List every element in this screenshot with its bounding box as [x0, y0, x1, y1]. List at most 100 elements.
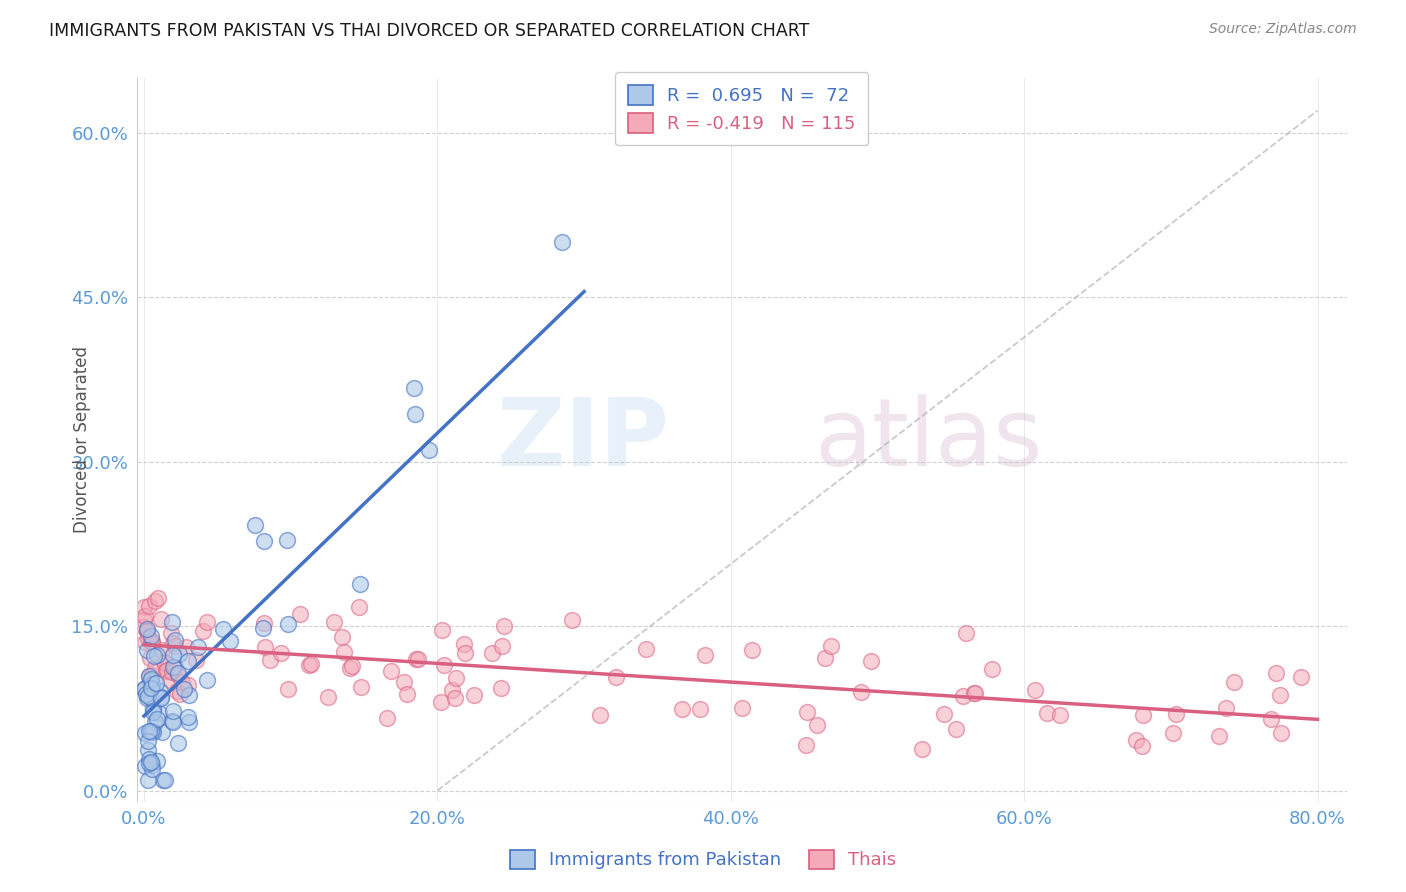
Point: [1163, 725, 1185, 739]
Point: [146, 754, 169, 768]
Point: [253, 616, 276, 631]
Point: [134, 620, 156, 634]
Point: [349, 599, 371, 614]
Point: [139, 629, 162, 643]
Point: [392, 675, 415, 690]
Point: [433, 658, 456, 673]
Point: [491, 639, 513, 653]
Point: [139, 651, 162, 665]
Point: [134, 681, 156, 695]
Point: [193, 624, 215, 638]
Point: [145, 676, 167, 690]
Point: [253, 640, 276, 654]
Point: [150, 642, 173, 657]
Point: [731, 701, 754, 715]
Point: [134, 681, 156, 696]
Point: [162, 660, 184, 674]
Point: [1289, 670, 1312, 684]
Point: [141, 758, 163, 772]
Point: [163, 659, 186, 673]
Point: [159, 625, 181, 640]
Point: [1125, 732, 1147, 747]
Point: [489, 681, 512, 695]
Point: [301, 657, 323, 671]
Point: [446, 672, 468, 686]
Point: [404, 381, 426, 395]
Point: [138, 752, 160, 766]
Point: [149, 684, 172, 698]
Point: [962, 686, 984, 700]
Point: [142, 702, 165, 716]
Point: [134, 635, 156, 649]
Point: [270, 646, 292, 660]
Text: Divorced or Separated: Divorced or Separated: [73, 346, 91, 533]
Point: [155, 772, 177, 787]
Point: [689, 701, 711, 715]
Point: [166, 683, 188, 698]
Point: [1223, 675, 1246, 690]
Point: [177, 654, 200, 668]
Point: [155, 665, 177, 679]
Point: [318, 690, 340, 704]
Point: [138, 734, 160, 748]
Point: [134, 759, 156, 773]
Point: [1024, 682, 1046, 697]
Point: [418, 443, 440, 458]
Point: [430, 695, 453, 709]
Text: ZIP: ZIP: [496, 393, 669, 485]
Point: [212, 622, 235, 636]
Point: [911, 742, 934, 756]
Point: [849, 684, 872, 698]
Point: [138, 756, 160, 770]
Point: [167, 736, 190, 750]
Point: [1264, 666, 1286, 681]
Point: [167, 667, 190, 681]
Point: [276, 533, 298, 548]
Point: [173, 682, 195, 697]
Point: [1132, 708, 1154, 723]
Point: [406, 651, 429, 665]
Point: [139, 633, 162, 648]
Point: [141, 668, 163, 682]
Point: [152, 772, 174, 787]
Point: [463, 688, 485, 702]
Point: [143, 594, 166, 608]
Point: [243, 518, 266, 533]
Point: [153, 655, 176, 669]
Point: [138, 599, 160, 613]
Point: [340, 658, 363, 673]
Point: [150, 690, 173, 704]
Point: [153, 656, 176, 670]
Point: [195, 673, 218, 687]
Point: [1049, 707, 1071, 722]
Point: [380, 665, 402, 679]
Point: [375, 711, 398, 725]
Point: [741, 643, 763, 657]
Point: [1130, 739, 1153, 753]
Point: [148, 591, 170, 605]
Point: [143, 648, 166, 663]
Point: [589, 708, 612, 723]
Point: [141, 681, 163, 695]
Point: [440, 683, 463, 698]
Point: [160, 714, 183, 729]
Point: [955, 626, 977, 640]
Point: [136, 643, 159, 657]
Point: [143, 715, 166, 730]
Text: atlas: atlas: [814, 393, 1043, 485]
Point: [136, 772, 159, 787]
Point: [141, 634, 163, 648]
Point: [814, 650, 837, 665]
Point: [162, 648, 184, 663]
Point: [141, 762, 163, 776]
Point: [177, 715, 200, 730]
Point: [277, 682, 299, 697]
Point: [1215, 701, 1237, 715]
Point: [187, 640, 209, 655]
Point: [277, 617, 299, 632]
Point: [138, 631, 160, 645]
Point: [159, 673, 181, 688]
Point: [149, 612, 172, 626]
Point: [134, 609, 156, 624]
Point: [1260, 712, 1282, 726]
